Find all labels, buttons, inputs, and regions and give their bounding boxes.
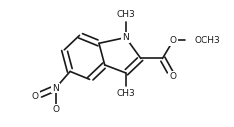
Text: OCH3: OCH3 bbox=[194, 36, 220, 45]
Text: O: O bbox=[170, 36, 177, 45]
Text: CH3: CH3 bbox=[116, 89, 135, 98]
Text: N: N bbox=[52, 84, 59, 93]
Text: CH3: CH3 bbox=[116, 10, 135, 19]
Text: O: O bbox=[52, 105, 59, 114]
Text: O: O bbox=[32, 92, 39, 101]
Text: N: N bbox=[122, 33, 129, 42]
Text: O: O bbox=[169, 72, 176, 81]
